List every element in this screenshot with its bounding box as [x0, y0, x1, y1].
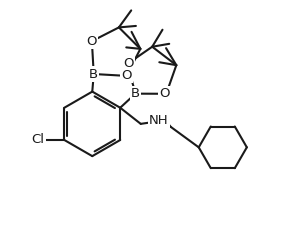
Text: O: O: [123, 58, 134, 71]
Text: B: B: [131, 87, 140, 100]
Text: O: O: [160, 87, 170, 100]
Text: Cl: Cl: [31, 134, 44, 147]
Text: NH: NH: [149, 114, 169, 127]
Text: O: O: [87, 35, 97, 48]
Text: O: O: [121, 69, 132, 82]
Text: B: B: [89, 67, 98, 80]
